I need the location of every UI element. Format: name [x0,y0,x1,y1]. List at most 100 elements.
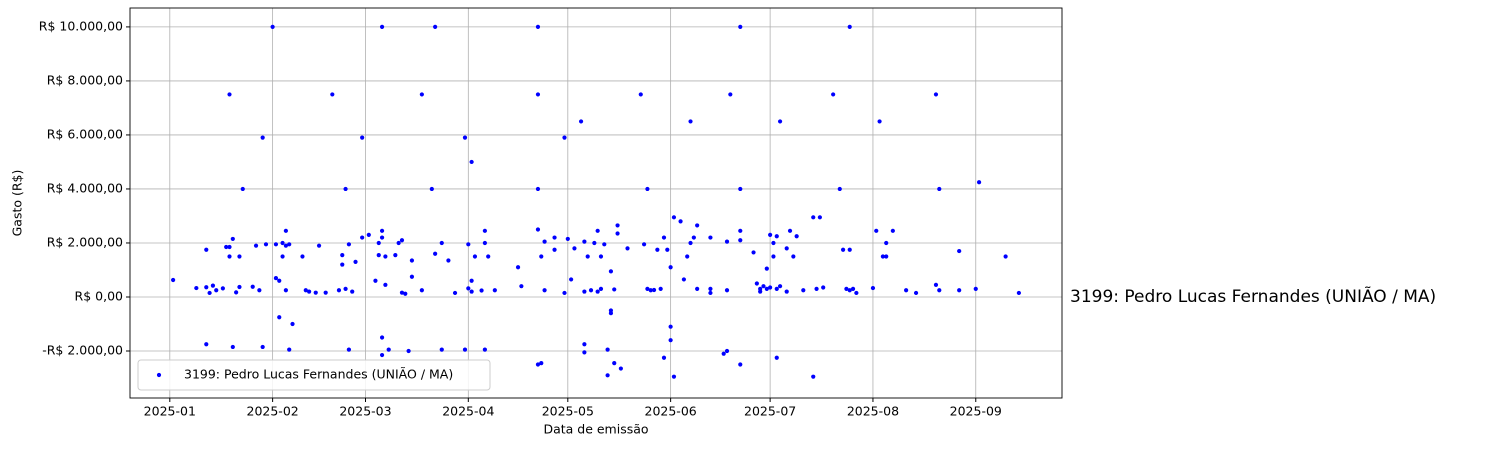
point [519,284,524,289]
point [655,247,660,252]
x-tick-label: 2025-01 [144,404,196,419]
point [273,275,279,281]
point [794,234,799,239]
point [598,254,604,259]
point [695,223,700,228]
point [569,277,574,282]
point [237,254,242,259]
point [273,242,279,247]
point [771,240,776,246]
point [535,186,541,192]
point [678,219,683,224]
point [695,286,700,291]
point [542,288,547,293]
point [313,290,318,295]
point [399,290,405,295]
point [346,347,352,352]
point [373,278,378,283]
point [850,286,856,291]
point [323,290,328,295]
point [728,92,733,97]
point [582,289,587,294]
point [844,286,849,291]
point [227,244,232,250]
point [486,254,491,259]
point [661,355,667,360]
point [240,186,245,192]
point [913,290,919,296]
point [738,238,743,243]
x-axis-label: Data de emissão [543,422,648,437]
point [645,186,650,192]
point [758,289,763,294]
point [612,361,617,366]
point [280,240,285,246]
point [562,290,567,296]
point [724,288,730,293]
point [383,282,388,287]
point [204,342,209,347]
point [764,286,769,291]
point [595,228,600,233]
point [350,289,355,294]
point [668,324,673,329]
point [668,265,673,270]
point [283,288,288,293]
point [605,373,610,378]
point [472,254,478,259]
point [615,231,620,236]
point [874,228,879,233]
point [429,186,434,192]
point [933,282,939,287]
point [854,290,859,296]
point [360,135,365,140]
point [708,286,713,291]
point [933,92,939,97]
point [230,344,235,350]
point [260,135,265,140]
point [691,235,696,240]
point [774,355,779,360]
point [194,285,199,291]
point [595,289,600,294]
point [884,254,889,259]
point [764,266,769,271]
point [973,286,978,291]
point [671,374,677,379]
point [535,362,541,367]
point [777,119,783,124]
point [787,228,793,233]
point [937,186,942,192]
point [582,350,587,355]
point [777,284,783,289]
point [562,135,567,140]
point [937,288,942,293]
point [253,243,259,248]
point [539,361,544,366]
point [330,92,335,97]
legend-marker [156,372,162,378]
point [768,232,773,237]
point [598,286,604,291]
point [738,24,743,30]
point [708,235,713,240]
y-axis-label: Gasto (R$) [10,170,25,237]
x-tick-label: 2025-07 [744,404,796,419]
point [376,240,381,246]
point [227,92,232,97]
point [376,253,381,258]
point [290,321,295,327]
point [608,311,614,316]
point [641,242,647,247]
point [419,92,424,97]
plot-frame [129,7,1063,399]
point [811,215,816,220]
point [738,186,743,192]
point [658,286,663,291]
point [433,251,438,256]
point [482,240,487,246]
point [439,347,444,352]
point [300,254,305,259]
point [668,338,673,343]
